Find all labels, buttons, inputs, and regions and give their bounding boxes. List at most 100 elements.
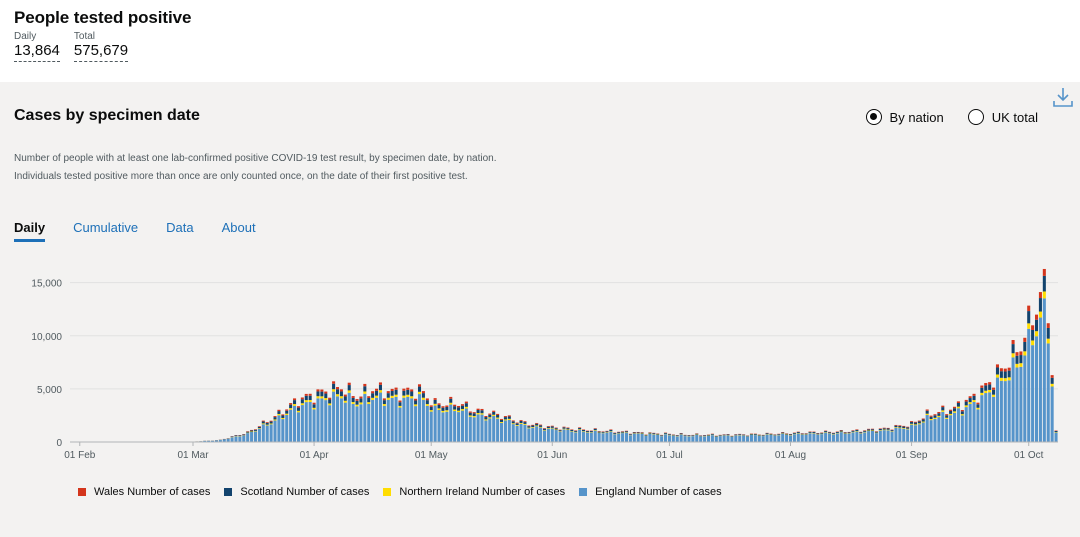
bar-scotland — [542, 428, 546, 430]
legend-scotland[interactable]: Scotland Number of cases — [224, 486, 369, 498]
bar-wales — [503, 416, 507, 418]
bar-northern-ireland — [363, 391, 367, 394]
radio-uk-total[interactable]: UK total — [967, 109, 1038, 125]
bar-england — [1023, 355, 1027, 442]
bar-scotland — [777, 434, 781, 435]
total-value[interactable]: 575,679 — [73, 42, 129, 62]
total-stat[interactable]: Total 575,679 — [73, 31, 129, 62]
tab-daily[interactable]: Daily — [14, 220, 46, 242]
bar-northern-ireland — [414, 404, 418, 407]
bar-northern-ireland — [1038, 311, 1042, 318]
bar-scotland — [582, 429, 586, 432]
legend-wales[interactable]: Wales Number of cases — [78, 486, 210, 498]
bar-northern-ireland — [855, 430, 859, 432]
bar-england — [507, 419, 511, 442]
bar-scotland — [753, 434, 757, 435]
bar-england — [890, 431, 894, 442]
bar-northern-ireland — [894, 427, 898, 428]
bar-england — [683, 436, 687, 442]
radio-by-nation[interactable]: By nation — [865, 109, 944, 125]
daily-value[interactable]: 13,864 — [14, 42, 60, 62]
bar-england — [527, 428, 531, 442]
tab-cumulative[interactable]: Cumulative — [73, 220, 139, 235]
tab-data[interactable]: Data — [166, 220, 194, 235]
bar-england — [730, 436, 734, 442]
bar-scotland — [312, 404, 316, 408]
bar-wales — [980, 385, 984, 388]
bar-scotland — [949, 410, 953, 414]
bar-england — [757, 435, 761, 442]
bar-scotland — [382, 400, 386, 405]
legend-northern-ireland[interactable]: Northern Ireland Number of cases — [383, 486, 565, 498]
legend-england[interactable]: England Number of cases — [579, 486, 722, 498]
bar-wales — [1023, 337, 1027, 342]
bar-northern-ireland — [449, 402, 453, 405]
bar-scotland — [410, 391, 414, 397]
bar-scotland — [863, 430, 867, 432]
bar-wales — [941, 405, 945, 408]
download-icon[interactable] — [1052, 86, 1074, 108]
bar-wales — [476, 408, 480, 411]
bar-scotland — [816, 433, 820, 435]
bar-scotland — [320, 391, 324, 397]
bar-wales — [488, 413, 492, 415]
bar-scotland — [808, 431, 812, 433]
bar-wales — [546, 426, 550, 427]
bar-england — [999, 380, 1003, 442]
legend-england-label: England Number of cases — [595, 486, 722, 498]
bar-scotland — [769, 433, 773, 435]
bar-wales — [371, 391, 375, 394]
bar-england — [546, 428, 550, 442]
x-tick-label: 01 Feb — [64, 450, 96, 461]
bar-england — [636, 433, 640, 442]
bar-scotland — [847, 432, 851, 434]
bar-northern-ireland — [921, 421, 925, 423]
bar-wales — [449, 396, 453, 399]
bar-england — [679, 434, 683, 442]
bar-scotland — [457, 407, 461, 411]
bar-england — [652, 434, 656, 442]
bar-scotland — [925, 410, 929, 414]
y-tick-label: 10,000 — [31, 332, 62, 343]
bar-england — [1046, 343, 1050, 442]
bar-england — [445, 411, 449, 442]
bar-scotland — [902, 426, 906, 429]
daily-stat[interactable]: Daily 13,864 — [14, 31, 60, 62]
bar-england — [277, 415, 281, 442]
radio-by-nation-label: By nation — [889, 109, 944, 125]
bar-wales — [261, 420, 265, 422]
bar-england — [433, 405, 437, 442]
bar-northern-ireland — [460, 409, 464, 411]
bar-england — [398, 407, 402, 442]
bar-england — [351, 403, 355, 442]
bar-northern-ireland — [1050, 383, 1054, 387]
bar-scotland — [636, 432, 640, 434]
bar-scotland — [664, 432, 668, 434]
bar-england — [574, 432, 578, 442]
bar-northern-ireland — [468, 415, 472, 417]
bar-scotland — [910, 421, 914, 424]
bar-northern-ireland — [488, 417, 492, 419]
bar-wales — [273, 416, 277, 418]
bar-wales — [492, 410, 496, 412]
bar-wales — [386, 391, 390, 394]
bar-england — [925, 415, 929, 442]
bar-england — [1019, 366, 1023, 442]
tab-about[interactable]: About — [221, 220, 256, 235]
bar-northern-ireland — [312, 407, 316, 410]
bar-scotland — [609, 429, 613, 432]
bar-scotland — [734, 434, 738, 436]
bar-england — [952, 412, 957, 442]
bar-scotland — [718, 435, 722, 436]
bar-scotland — [554, 428, 558, 430]
bar-england — [300, 405, 304, 442]
bar-northern-ireland — [359, 402, 363, 405]
bar-wales — [293, 398, 297, 401]
bar-scotland — [480, 410, 484, 414]
bar-england — [882, 430, 886, 442]
bar-wales — [324, 391, 328, 394]
bar-scotland — [527, 426, 531, 428]
bar-scotland — [417, 386, 422, 392]
bar-scotland — [671, 434, 675, 436]
bar-england — [796, 433, 800, 442]
